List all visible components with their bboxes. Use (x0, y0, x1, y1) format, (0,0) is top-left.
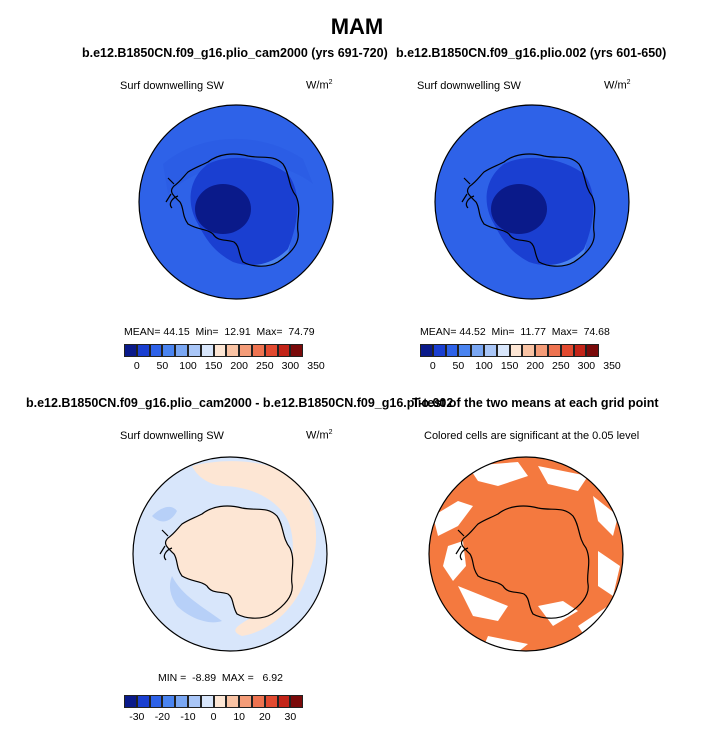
panel-subtitle-bottom-right: T-test of the two means at each grid poi… (412, 396, 659, 410)
colorbar-tick-label: 100 (475, 360, 493, 372)
colorbar-box (175, 344, 188, 357)
colorbar-box (471, 344, 484, 357)
colorbar-box (290, 344, 304, 357)
colorbar-box (573, 344, 587, 357)
colorbar-box (162, 344, 176, 357)
colorbar-box (175, 695, 188, 708)
colorbar-box (522, 344, 536, 357)
colorbar-ticks-bottom-left: -30 -20 -10 0 10 20 30 (124, 711, 328, 725)
colorbar-tick-label: 350 (603, 360, 621, 372)
colorbar-box (200, 695, 214, 708)
coastline-top-left (165, 153, 300, 267)
colorbar-box (149, 344, 163, 357)
panel-subtitle-top-right: b.e12.B1850CN.f09_g16.plio.002 (yrs 601-… (396, 46, 667, 60)
colorbar-box (162, 695, 176, 708)
colorbar-tick-label: -30 (129, 711, 145, 723)
colorbar-ticks-top-right: 0 50 100 150 200 250 300 350 (420, 360, 624, 374)
colorbar-box (290, 695, 304, 708)
colorbar-box (277, 344, 291, 357)
colorbar-box (187, 344, 201, 357)
colorbar-tick-label: 0 (429, 360, 436, 372)
stats-top-left: MEAN= 44.15 Min= 12.91 Max= 74.79 (124, 326, 315, 338)
field-label-bottom-left: Surf downwelling SW (120, 430, 224, 442)
units-label-top-right: W/m2 (604, 79, 631, 92)
field-label-top-left: Surf downwelling SW (120, 80, 224, 92)
colorbar-box (547, 344, 561, 357)
units-label-top-left: W/m2 (306, 79, 333, 92)
colorbar-tick-label: 200 (526, 360, 544, 372)
units-label-bottom-left: W/m2 (306, 429, 333, 442)
colorbar-top-right (420, 344, 600, 357)
stats-bottom-left: MIN = -8.89 MAX = 6.92 (158, 672, 283, 684)
colorbar-box (483, 344, 497, 357)
note-bottom-right: Colored cells are significant at the 0.0… (424, 430, 640, 442)
colorbar-box (277, 695, 291, 708)
panel-subtitle-bottom-left: b.e12.B1850CN.f09_g16.plio_cam2000 - b.e… (26, 396, 454, 410)
colorbar-box (187, 695, 201, 708)
colorbar-box (239, 344, 252, 357)
colorbar-box (264, 344, 278, 357)
panel-subtitle-top-left: b.e12.B1850CN.f09_g16.plio_cam2000 (yrs … (82, 46, 388, 60)
map-bottom-left (132, 456, 328, 652)
colorbar-box (149, 695, 163, 708)
colorbar-box (458, 344, 472, 357)
field-label-top-right: Surf downwelling SW (417, 80, 521, 92)
colorbar-box (124, 695, 137, 708)
colorbar-box (496, 344, 510, 357)
colorbar-tick-label: 150 (204, 360, 223, 372)
colorbar-box (420, 344, 433, 357)
colorbar-tick-label: 150 (500, 360, 519, 372)
colorbar-box (200, 344, 214, 357)
coastline-bottom-right (455, 505, 590, 619)
colorbar-box (535, 344, 548, 357)
colorbar-tick-label: 250 (552, 360, 570, 372)
colorbar-box (226, 695, 240, 708)
colorbar-box (264, 695, 278, 708)
colorbar-box (136, 695, 150, 708)
colorbar-tick-label: 350 (307, 360, 325, 372)
map-top-left (138, 104, 334, 300)
colorbar-tick-label: -20 (154, 711, 170, 723)
colorbar-tick-label: 50 (452, 360, 465, 372)
colorbar-box (445, 344, 459, 357)
colorbar-box (586, 344, 600, 357)
colorbar-tick-label: 100 (179, 360, 197, 372)
coastline-bottom-left (159, 505, 294, 619)
colorbar-box (432, 344, 446, 357)
colorbar-box (239, 695, 252, 708)
colorbar-tick-label: 50 (156, 360, 169, 372)
stats-top-right: MEAN= 44.52 Min= 11.77 Max= 74.68 (420, 326, 610, 338)
colorbar-bottom-left (124, 695, 304, 708)
page-title: MAM (330, 14, 384, 39)
colorbar-box (124, 344, 137, 357)
colorbar-box (136, 344, 150, 357)
colorbar-tick-label: 20 (258, 711, 271, 723)
colorbar-top-left (124, 344, 304, 357)
colorbar-ticks-top-left: 0 50 100 150 200 250 300 350 (124, 360, 328, 374)
map-bottom-right (428, 456, 624, 652)
colorbar-box (251, 344, 265, 357)
colorbar-tick-label: -10 (180, 711, 196, 723)
colorbar-box (251, 695, 265, 708)
colorbar-box (560, 344, 574, 357)
colorbar-box (509, 344, 523, 357)
coastline-top-right (461, 153, 596, 267)
colorbar-tick-label: 30 (284, 711, 297, 723)
colorbar-tick-label: 300 (577, 360, 596, 372)
colorbar-box (213, 344, 227, 357)
map-top-right (434, 104, 630, 300)
colorbar-tick-label: 300 (281, 360, 300, 372)
colorbar-tick-label: 0 (133, 360, 140, 372)
colorbar-tick-label: 250 (256, 360, 274, 372)
colorbar-tick-label: 200 (230, 360, 248, 372)
colorbar-box (226, 344, 240, 357)
colorbar-tick-label: 10 (233, 711, 246, 723)
colorbar-tick-label: 0 (210, 711, 217, 723)
colorbar-box (213, 695, 227, 708)
